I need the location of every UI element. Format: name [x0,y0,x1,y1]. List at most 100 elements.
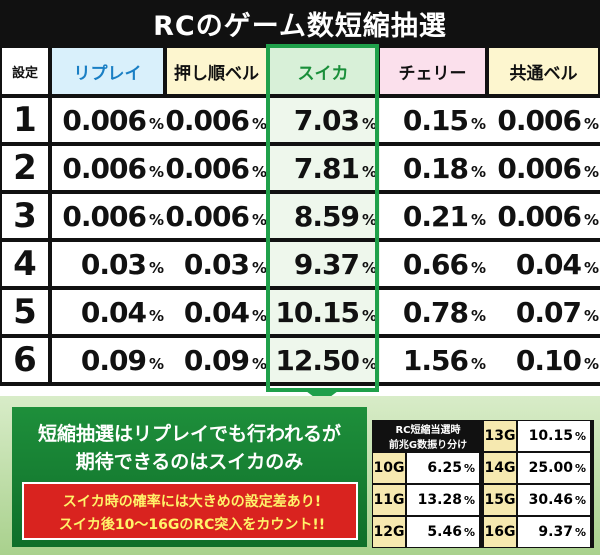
rate-unit: % [470,115,486,133]
rate-unit: % [583,259,599,277]
rate-value: 12.50 [275,343,360,377]
rate-cell: 1.56% [380,338,493,382]
shortcut-value: 13.28 [417,492,462,508]
rate-cell: 0.006% [165,194,274,238]
rate-value: 1.56 [402,343,469,377]
shortcut-value: 5.46 [427,524,462,540]
shortcut-cell: 25.00% [518,453,590,483]
shortcut-value: 9.37 [538,524,573,540]
note-box: スイカ時の確率には大きめの設定差あり! スイカ後10～16GのRC突入をカウント… [22,482,358,540]
message-line: 短縮抽選はリプレイでも行われるが [37,423,342,445]
setting: 5 [2,290,48,334]
rate-cell: 9.37% [270,242,384,286]
rate-cell: 0.006% [489,194,600,238]
rate-unit: % [148,307,164,325]
rate-value: 0.006 [62,151,147,185]
rate-unit: % [148,211,164,229]
title: RCのゲーム数短縮抽選 [0,0,600,46]
rate-unit: % [583,355,599,373]
rate-unit: % [361,355,377,373]
shortcut-unit: % [574,461,586,475]
rate-cell: 0.006% [489,98,600,142]
shortcut-unit: % [463,493,475,507]
shortcut-cell: 10.15% [518,421,590,451]
rate-value: 0.15 [402,103,469,137]
rate-cell: 0.09% [52,338,171,382]
rate-cell: 0.006% [52,194,171,238]
rate-unit: % [583,307,599,325]
rate-unit: % [583,163,599,181]
shortcut-value: 25.00 [528,460,573,476]
shortcut-label: 14G [484,453,516,483]
column-header: 設定 [2,48,48,94]
rate-value: 0.006 [165,199,250,233]
rate-unit: % [148,163,164,181]
shortcut-cell: 6.25% [407,453,479,483]
column-header: 押し順ベル [167,48,266,94]
rate-value: 0.006 [497,103,582,137]
rate-unit: % [251,163,267,181]
column-header: スイカ [270,48,376,94]
shortcut-cell: 13.28% [407,485,479,515]
column-header: 共通ベル [489,48,598,94]
rate-value: 0.006 [497,151,582,185]
shortcut-unit: % [574,525,586,539]
rate-unit: % [251,115,267,133]
rate-unit: % [251,259,267,277]
rate-unit: % [251,355,267,373]
rate-value: 0.09 [183,343,250,377]
rate-value: 0.07 [515,295,582,329]
shortcut-table: RC短縮当選時 前兆G数振り分け 10G 6.25% 11G 13.28% 12G 5.46%… [372,420,594,548]
rate-unit: % [148,115,164,133]
shortcut-unit: % [463,525,475,539]
rate-cell: 0.03% [52,242,171,286]
rate-unit: % [470,163,486,181]
rate-unit: % [148,355,164,373]
rate-value: 0.04 [515,247,582,281]
rate-value: 7.03 [293,103,360,137]
note-line: スイカ時の確率には大きめの設定差あり! [62,494,322,510]
shortcut-value: 6.25 [427,460,462,476]
rate-cell: 0.04% [167,290,274,334]
shortcut-label: 10G [373,453,405,483]
column-header: チェリー [380,48,485,94]
rate-value: 10.15 [275,295,360,329]
shortcut-value: 30.46 [528,492,573,508]
shortcut-cell: 9.37% [518,517,590,547]
shortcut-label: 16G [484,517,516,547]
note-line: スイカ後10～16GのRC突入をカウント!! [58,517,326,533]
rate-unit: % [470,259,486,277]
rate-value: 0.03 [183,247,250,281]
rate-value: 8.59 [293,199,360,233]
rate-cell: 0.07% [489,290,600,334]
setting: 4 [2,242,48,286]
rate-unit: % [361,211,377,229]
rate-cell: 0.09% [167,338,274,382]
rate-cell: 0.04% [489,242,600,286]
shortcut-value: 10.15 [528,428,573,444]
rate-cell: 0.006% [489,146,600,190]
rate-value: 0.66 [402,247,469,281]
setting: 1 [2,98,48,142]
rate-cell: 8.59% [270,194,384,238]
rate-cell: 0.21% [380,194,493,238]
rate-cell: 0.66% [380,242,493,286]
rate-unit: % [361,115,377,133]
rate-value: 0.04 [80,295,147,329]
rate-cell: 0.006% [165,98,274,142]
rate-value: 0.18 [402,151,469,185]
rate-unit: % [361,163,377,181]
rate-unit: % [583,211,599,229]
shortcut-cell: 30.46% [518,485,590,515]
rate-value: 0.78 [402,295,469,329]
rate-value: 0.04 [183,295,250,329]
shortcut-unit: % [574,493,586,507]
highlight-frame [266,44,379,392]
rate-value: 0.006 [165,151,250,185]
rate-value: 0.03 [80,247,147,281]
rate-unit: % [361,259,377,277]
shortcut-label: 15G [484,485,516,515]
rate-cell: 0.78% [380,290,493,334]
rate-unit: % [470,355,486,373]
rate-table: 設定 リプレイ 押し順ベル スイカ チェリー 共通ベル 1 0.006% 0.006% 7.03%… [0,46,600,386]
